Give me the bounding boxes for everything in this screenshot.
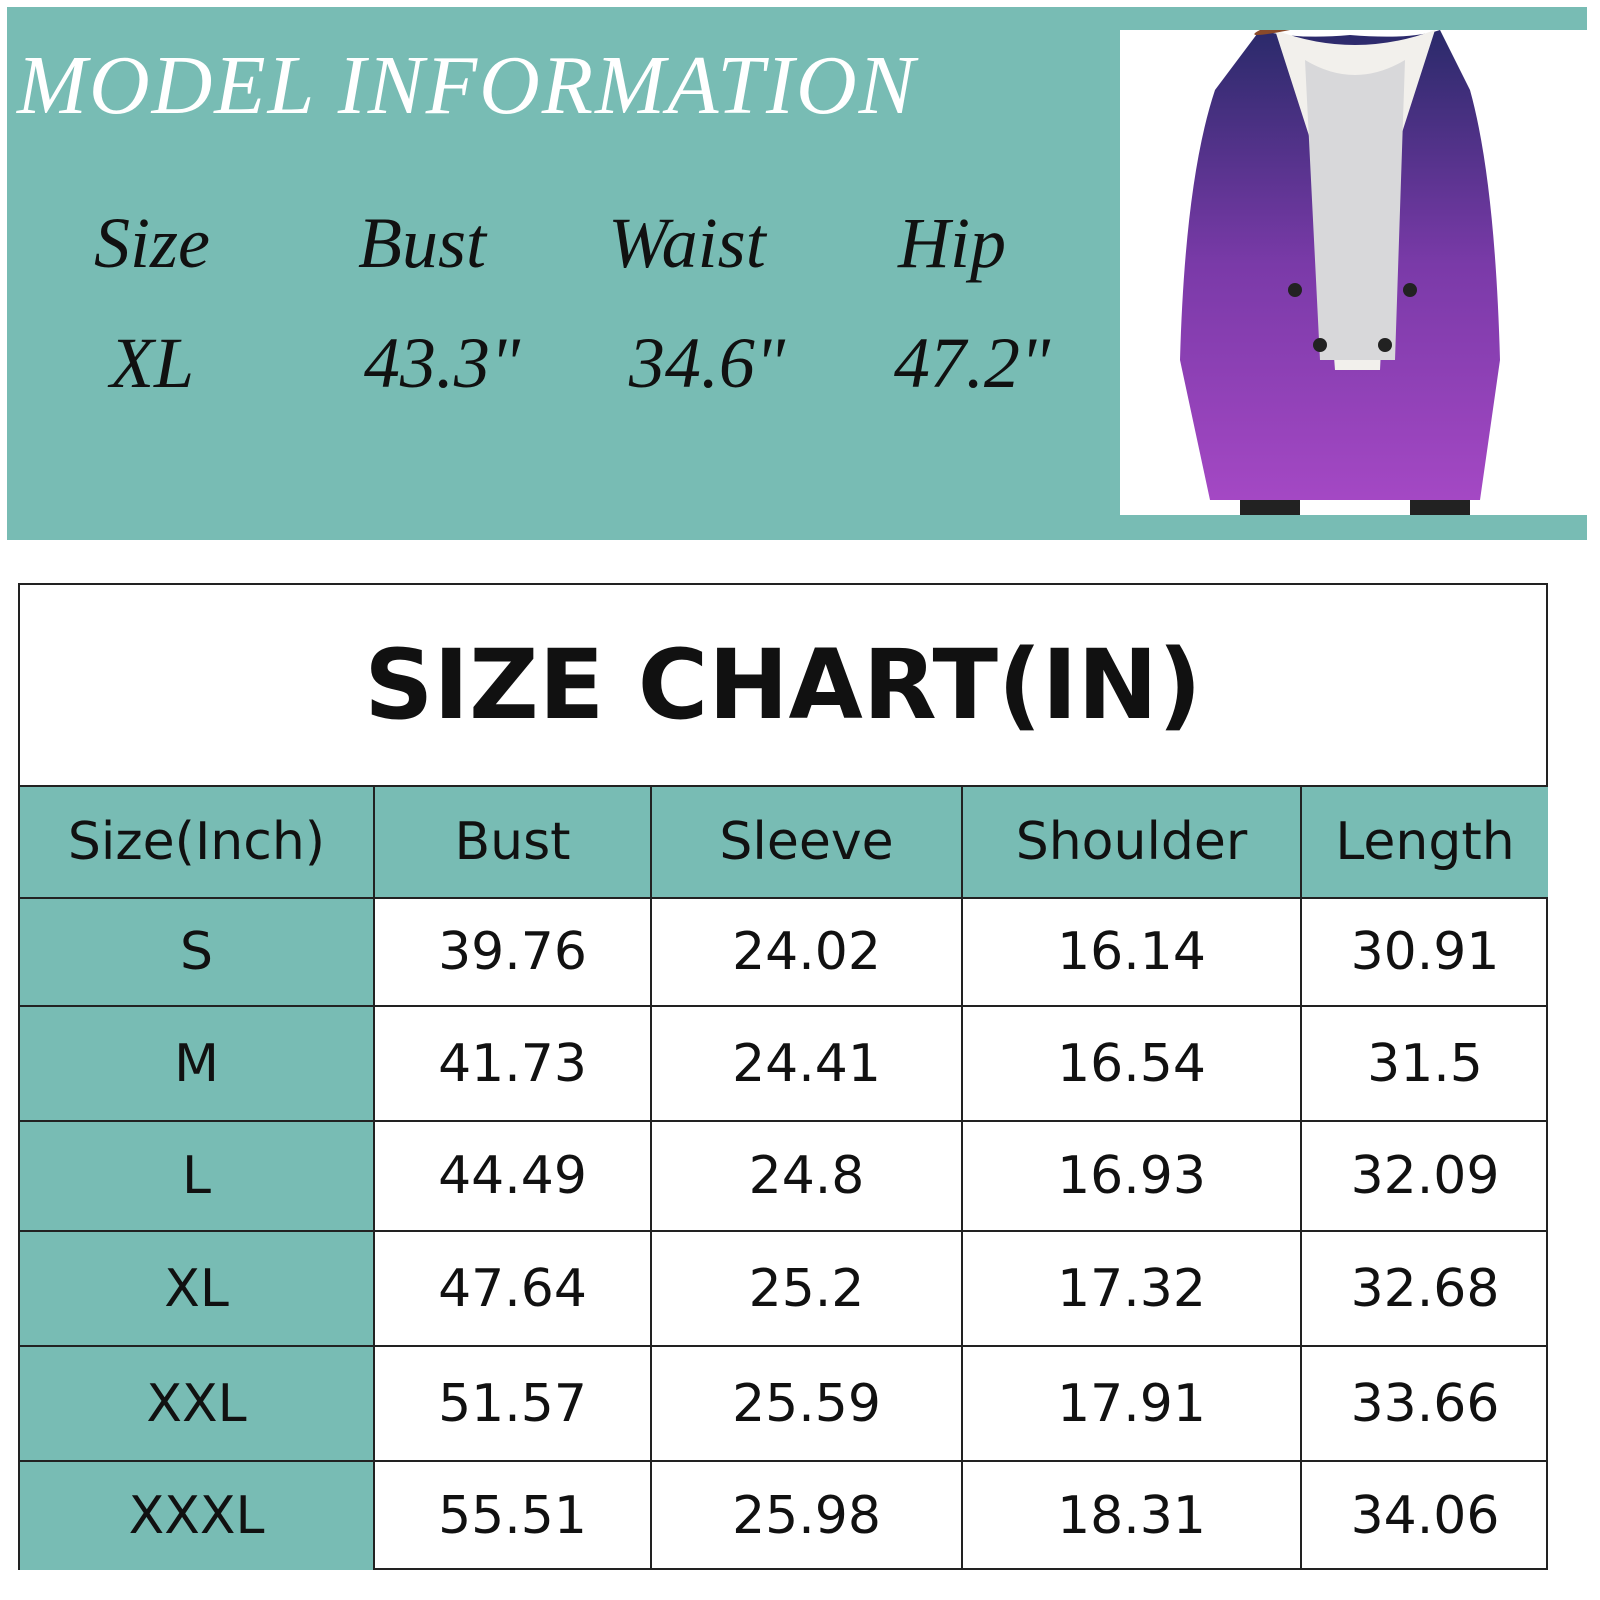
model-header: Hip <box>898 203 1006 283</box>
model-value: 43.3" <box>363 323 521 403</box>
model-value: 34.6" <box>628 323 786 403</box>
size-cell: S <box>20 897 375 1005</box>
measure-cell: 25.2 <box>652 1230 963 1345</box>
measure-cell: 33.66 <box>1302 1345 1548 1460</box>
measure-cell: 41.73 <box>375 1005 652 1120</box>
model-value: XL <box>109 323 195 403</box>
size-chart: SIZE CHART(IN) Size(Inch) Bust Sleeve Shoul… <box>18 583 1548 1570</box>
measure-cell: 31.5 <box>1302 1005 1548 1120</box>
measure-cell: 39.76 <box>375 897 652 1005</box>
model-value: 47.2" <box>893 323 1051 403</box>
product-photo <box>1120 30 1590 515</box>
measure-cell: 24.02 <box>652 897 963 1005</box>
measure-cell: 25.59 <box>652 1345 963 1460</box>
measure-cell: 32.68 <box>1302 1230 1548 1345</box>
measure-cell: 16.54 <box>963 1005 1302 1120</box>
header-cell: Bust <box>375 785 652 897</box>
size-cell: M <box>20 1005 375 1120</box>
measure-cell: 17.91 <box>963 1345 1302 1460</box>
measure-cell: 25.98 <box>652 1460 963 1570</box>
measure-cell: 24.41 <box>652 1005 963 1120</box>
measure-cell: 18.31 <box>963 1460 1302 1570</box>
measure-cell: 32.09 <box>1302 1120 1548 1230</box>
header-cell: Size(Inch) <box>20 785 375 897</box>
model-header: Waist <box>608 203 766 283</box>
chart-title: SIZE CHART(IN) <box>364 629 1202 741</box>
size-cell: XXL <box>20 1345 375 1460</box>
measure-cell: 16.14 <box>963 897 1302 1005</box>
measure-cell: 24.8 <box>652 1120 963 1230</box>
measure-cell: 44.49 <box>375 1120 652 1230</box>
header-cell: Sleeve <box>652 785 963 897</box>
measure-cell: 51.57 <box>375 1345 652 1460</box>
model-header: Size <box>94 203 210 283</box>
measure-cell: 17.32 <box>963 1230 1302 1345</box>
measure-cell: 16.93 <box>963 1120 1302 1230</box>
size-cell: XXXL <box>20 1460 375 1570</box>
size-cell: L <box>20 1120 375 1230</box>
measure-cell: 55.51 <box>375 1460 652 1570</box>
measure-cell: 47.64 <box>375 1230 652 1345</box>
header-cell: Shoulder <box>963 785 1302 897</box>
size-cell: XL <box>20 1230 375 1345</box>
header-cell: Length <box>1302 785 1548 897</box>
measure-cell: 34.06 <box>1302 1460 1548 1570</box>
model-title: MODEL INFORMATION <box>17 39 917 132</box>
measure-cell: 30.91 <box>1302 897 1548 1005</box>
model-header: Bust <box>357 203 486 283</box>
